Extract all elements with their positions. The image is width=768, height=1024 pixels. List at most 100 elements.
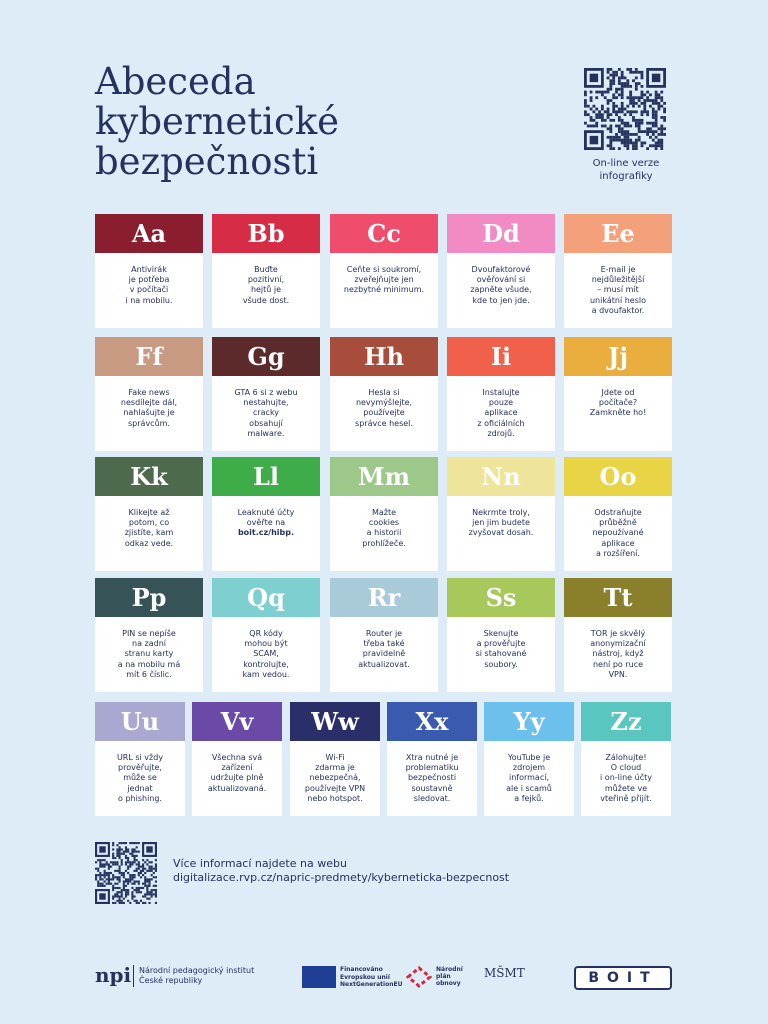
qr-code xyxy=(584,68,666,150)
qr-module xyxy=(626,124,630,128)
card-line: VPN. xyxy=(608,669,628,679)
card-line: zdarma je xyxy=(315,763,355,773)
qr-module xyxy=(609,147,613,150)
qr-module xyxy=(116,861,119,864)
qr-module xyxy=(99,863,102,866)
qr-module xyxy=(660,96,664,100)
qr-module xyxy=(148,901,151,904)
card: Ll Leaknuté účty ověřte na boit.cz/hibp. xyxy=(212,457,320,571)
qr-module xyxy=(127,882,130,885)
qr-module xyxy=(634,96,638,100)
qr-module xyxy=(139,871,143,875)
card-line: aktualizovat. xyxy=(358,659,410,669)
card-line: kam vedou. xyxy=(242,669,290,679)
qr-module xyxy=(646,113,650,117)
qr-module xyxy=(114,895,117,898)
qr-module xyxy=(649,93,652,97)
qr-module xyxy=(137,871,140,875)
card-text: E-mail je nejdůležitější – musí mít unikátn… xyxy=(564,265,672,316)
qr-module xyxy=(623,121,627,125)
qr-module xyxy=(612,73,616,77)
card-line: průběžně xyxy=(599,518,637,528)
qr-module xyxy=(637,104,641,108)
qr-module xyxy=(122,876,125,879)
qr-module xyxy=(592,124,596,128)
qr-module xyxy=(129,865,132,868)
qr-module xyxy=(657,107,661,111)
card-text: Mažte cookies a historii prohlížeče. xyxy=(330,508,438,549)
qr-module xyxy=(122,874,125,877)
card-line: kontrolujte, xyxy=(243,659,289,669)
qr-module xyxy=(107,874,110,877)
qr-module xyxy=(148,880,151,883)
qr-module xyxy=(124,850,128,853)
qr-module xyxy=(651,113,655,117)
qr-module xyxy=(629,124,633,128)
card-line: obsahují xyxy=(249,418,283,428)
card-line: mít 6 číslic. xyxy=(126,669,172,679)
card-text: QR kódy mohou být SCAM, kontrolujte, kam ved… xyxy=(212,629,320,680)
qr-module xyxy=(101,863,104,866)
card-line: Hesla si xyxy=(368,388,400,397)
qr-module xyxy=(116,850,119,853)
qr-module xyxy=(634,144,638,148)
qr-module xyxy=(595,113,599,117)
qr-module xyxy=(135,842,138,845)
qr-module xyxy=(137,891,140,894)
qr-module xyxy=(133,854,136,857)
qr-module xyxy=(112,895,115,898)
qr-module xyxy=(637,121,641,125)
qr-module xyxy=(589,116,593,119)
caption-line: On-line verze xyxy=(592,158,660,169)
qr-module xyxy=(629,133,633,136)
card-text: PIN se nepíše na zadní stranu karty a na mo… xyxy=(95,629,203,680)
qr-module xyxy=(148,897,151,900)
qr-module xyxy=(651,107,655,111)
card-line: Antivirák xyxy=(131,265,167,274)
qr-module xyxy=(142,901,145,904)
qr-module xyxy=(97,874,100,877)
qr-module xyxy=(105,861,108,864)
qr-module xyxy=(600,118,604,122)
qr-module xyxy=(598,110,601,114)
qr-module xyxy=(586,113,590,117)
qr-module xyxy=(663,101,666,105)
qr-module xyxy=(643,104,647,108)
qr-module xyxy=(595,124,599,128)
qr-module xyxy=(103,884,106,887)
qr-module xyxy=(609,73,613,77)
qr-module xyxy=(137,850,140,853)
qr-module xyxy=(118,852,121,855)
qr-module xyxy=(615,138,618,142)
qr-module xyxy=(154,891,157,894)
card: Kk Klikejte až potom, co zjistíte, kam odkaz… xyxy=(95,457,203,571)
qr-module xyxy=(116,869,119,872)
qr-module xyxy=(654,144,658,148)
qr-module xyxy=(154,865,157,868)
qr-module xyxy=(632,96,635,100)
qr-module xyxy=(139,869,143,872)
qr-module xyxy=(118,854,121,857)
card-header: Oo xyxy=(564,457,672,496)
qr-module xyxy=(600,90,604,94)
qr-module xyxy=(135,899,138,902)
card-text: Xtra nutné je problematiku bezpečnosti sous… xyxy=(387,753,477,804)
qr-module xyxy=(634,141,638,145)
qr-module xyxy=(150,889,153,892)
card-line: malware. xyxy=(247,428,285,438)
card-header: Nn xyxy=(447,457,555,496)
qr-module xyxy=(632,99,635,102)
qr-module xyxy=(105,871,108,875)
qr-module xyxy=(654,121,658,125)
qr-module xyxy=(139,886,143,890)
card-text: Jdete od počítače? Zamkněte ho! xyxy=(564,388,672,419)
qr-module xyxy=(124,893,128,896)
qr-module xyxy=(112,897,115,900)
qr-module xyxy=(116,852,119,855)
qr-module xyxy=(150,878,153,881)
qr-module xyxy=(120,891,123,894)
npo-line: plán xyxy=(436,973,451,980)
qr-module xyxy=(623,113,627,117)
qr-module xyxy=(640,73,644,77)
qr-module xyxy=(142,874,145,877)
